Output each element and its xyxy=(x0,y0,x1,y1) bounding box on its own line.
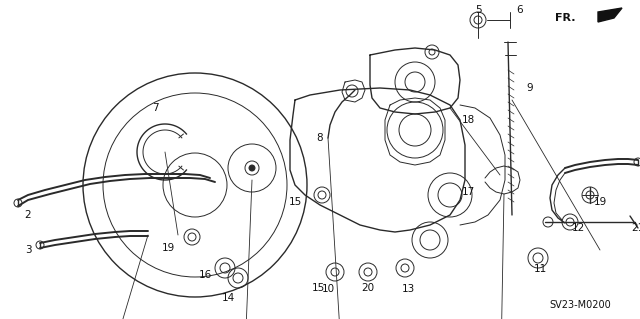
Text: SV23-M0200: SV23-M0200 xyxy=(549,300,611,310)
Text: 5: 5 xyxy=(475,5,481,15)
Polygon shape xyxy=(598,8,622,22)
Text: 16: 16 xyxy=(198,270,212,280)
Text: 17: 17 xyxy=(461,187,475,197)
Text: 13: 13 xyxy=(401,284,415,294)
Text: 12: 12 xyxy=(572,223,584,233)
Text: 9: 9 xyxy=(527,83,533,93)
Text: 19: 19 xyxy=(593,197,607,207)
Text: 7: 7 xyxy=(152,103,158,113)
Text: 21: 21 xyxy=(632,223,640,233)
Text: FR.: FR. xyxy=(554,13,575,23)
Text: 15: 15 xyxy=(312,283,324,293)
Circle shape xyxy=(249,165,255,171)
Text: 18: 18 xyxy=(461,115,475,125)
Text: 11: 11 xyxy=(533,264,547,274)
Text: 8: 8 xyxy=(317,133,323,143)
Text: 2: 2 xyxy=(25,210,31,220)
Text: 3: 3 xyxy=(25,245,31,255)
Text: 15: 15 xyxy=(289,197,301,207)
Text: 19: 19 xyxy=(161,243,175,253)
Text: 10: 10 xyxy=(321,284,335,294)
Text: 14: 14 xyxy=(221,293,235,303)
Text: 6: 6 xyxy=(516,5,524,15)
Text: 20: 20 xyxy=(362,283,374,293)
